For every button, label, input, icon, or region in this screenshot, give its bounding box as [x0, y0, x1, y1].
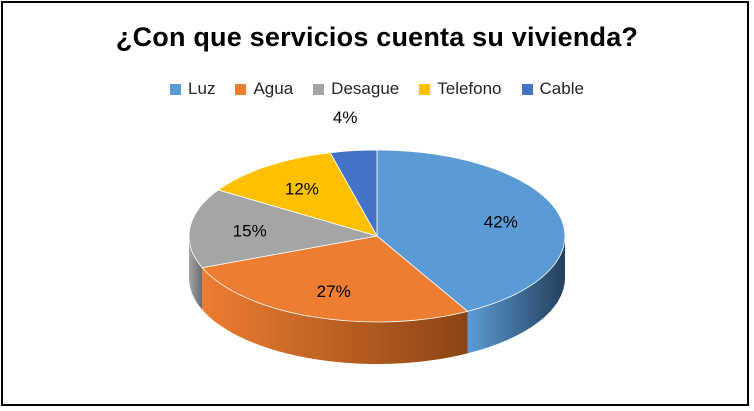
pie-side-luz [467, 236, 565, 354]
legend-item-luz: Luz [170, 79, 215, 99]
legend-item-cable: Cable [521, 79, 584, 99]
data-label-agua: 27% [317, 282, 351, 301]
data-label-desague: 15% [233, 222, 267, 241]
legend-item-agua: Agua [235, 79, 293, 99]
pie-side-agua [202, 267, 468, 364]
pie-sides [189, 236, 565, 364]
chart-legend: Luz Agua Desague Telefono Cable [0, 79, 754, 99]
legend-label-cable: Cable [539, 79, 584, 98]
chart-title: ¿Con que servicios cuenta su vivienda? [115, 22, 639, 52]
pie-side-desague [189, 236, 203, 310]
legend-swatch-telefono [419, 83, 431, 95]
legend-swatch-agua [235, 83, 247, 95]
legend-label-desague: Desague [331, 79, 400, 98]
legend-item-telefono: Telefono [419, 79, 502, 99]
pie-slice-cable [329, 149, 378, 238]
data-label-luz: 42% [484, 213, 518, 232]
legend-label-luz: Luz [188, 79, 216, 98]
data-label-telefono: 12% [285, 180, 319, 199]
legend-swatch-luz [170, 83, 182, 95]
pie-slices [188, 149, 566, 323]
pie-slice-telefono [217, 152, 378, 237]
pie-slice-luz [376, 149, 566, 312]
legend-swatch-cable [521, 83, 533, 95]
pie-slice-desague [188, 189, 378, 269]
legend-swatch-desague [313, 83, 325, 95]
legend-item-desague: Desague [313, 79, 399, 99]
data-label-cable: 4% [333, 108, 358, 127]
legend-label-agua: Agua [253, 79, 294, 98]
pie-slice-agua [201, 235, 469, 323]
legend-label-telefono: Telefono [437, 79, 502, 98]
pie-labels: 42% 27% 15% 12% 4% [233, 108, 518, 301]
